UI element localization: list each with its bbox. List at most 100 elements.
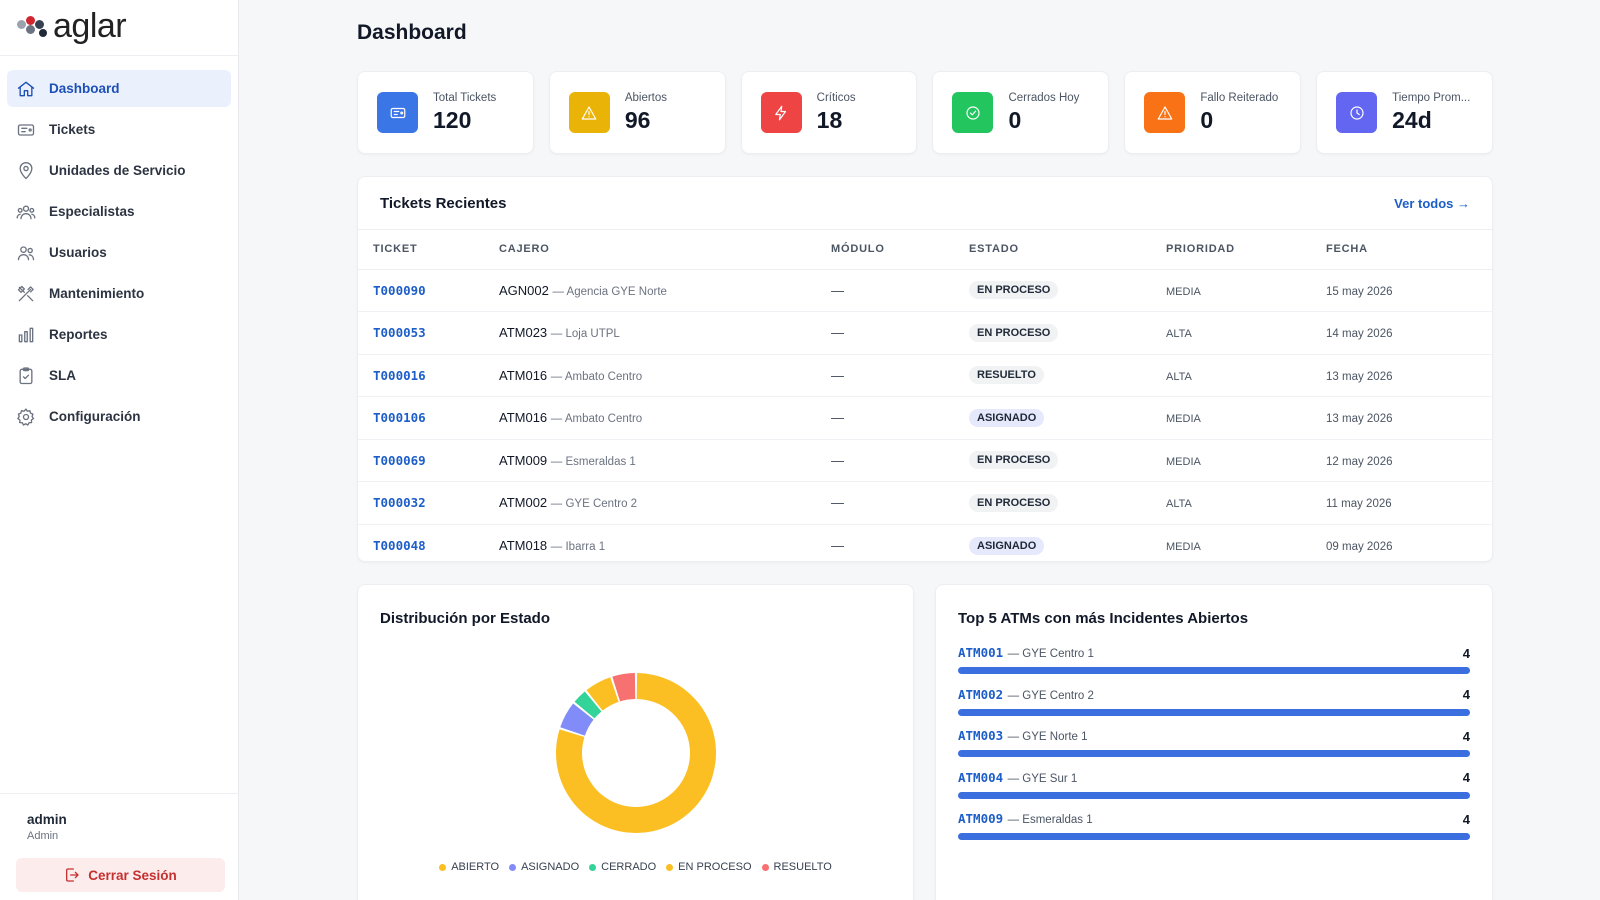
stat-label: Críticos bbox=[816, 91, 856, 104]
incident-bar-track bbox=[958, 708, 1470, 716]
logo[interactable]: aglar bbox=[0, 0, 238, 56]
ticket-id-link[interactable]: T000016 bbox=[373, 367, 426, 383]
atm-code: ATM023 bbox=[499, 325, 548, 341]
table-row[interactable]: T000048 ATM018 — Ibarra 1 — ASIGNADO MED… bbox=[358, 524, 1492, 567]
donut-slice-asignado[interactable] bbox=[560, 703, 594, 736]
stat-card-abiertos: Abiertos 96 bbox=[548, 71, 726, 154]
table-row[interactable]: T000016 ATM016 — Ambato Centro — RESUELT… bbox=[358, 354, 1492, 397]
warning-icon bbox=[1144, 92, 1186, 133]
sidebar-item-tickets[interactable]: Tickets bbox=[7, 111, 231, 148]
donut-slice-abierto[interactable] bbox=[556, 673, 716, 833]
date-text: 14 may 2026 bbox=[1326, 328, 1393, 341]
chart-legend: ABIERTO ASIGNADO CERRADO EN PROCESO RESUELTO bbox=[358, 861, 913, 873]
incident-count: 4 bbox=[1462, 770, 1470, 785]
legend-item[interactable]: RESUELTO bbox=[761, 861, 832, 873]
atm-code-link[interactable]: ATM001 bbox=[958, 645, 1004, 660]
sidebar-item-sla[interactable]: SLA bbox=[7, 357, 231, 394]
atm-code-link[interactable]: ATM009 bbox=[958, 811, 1004, 826]
ticket-cell: T000032 bbox=[358, 481, 499, 525]
top-atm-row: ATM001 — GYE Centro 1 4 bbox=[958, 645, 1470, 681]
atm-code-link[interactable]: ATM002 bbox=[958, 686, 1004, 702]
incident-bar-track bbox=[958, 750, 1470, 757]
table-row[interactable]: T000069 ATM009 — Esmeraldas 1 — EN PROCE… bbox=[358, 439, 1492, 482]
priority-cell: ALTA bbox=[1166, 481, 1326, 525]
logo-mark bbox=[17, 15, 51, 40]
atm-location: — GYE Centro 2 bbox=[1007, 689, 1094, 702]
sidebar-item-label: Especialistas bbox=[49, 204, 135, 219]
top-atm-row: ATM004 — GYE Sur 1 4 bbox=[958, 770, 1470, 806]
ticket-id-link[interactable]: T000106 bbox=[373, 410, 426, 426]
page-title: Dashboard bbox=[357, 21, 467, 44]
sidebar-item-dashboard[interactable]: Dashboard bbox=[7, 70, 231, 107]
top-atm-row: ATM009 — Esmeraldas 1 4 bbox=[958, 811, 1470, 847]
user-box: admin Admin Cerrar Sesión bbox=[0, 793, 239, 900]
atm-code-link[interactable]: ATM004 bbox=[958, 769, 1004, 785]
status-badge: EN PROCESO bbox=[969, 281, 1059, 300]
ticket-id-link[interactable]: T000053 bbox=[373, 325, 426, 341]
stat-label: Tiempo Prom... bbox=[1392, 91, 1471, 104]
legend-swatch bbox=[509, 863, 517, 871]
atm-location: — Ambato Centro bbox=[550, 370, 643, 383]
status-badge: EN PROCESO bbox=[969, 451, 1059, 470]
priority-cell: MEDIA bbox=[1166, 269, 1326, 312]
logout-icon bbox=[66, 868, 79, 882]
logout-button[interactable]: Cerrar Sesión bbox=[16, 858, 225, 892]
atm-cell: ATM023 — Loja UTPL bbox=[499, 311, 831, 355]
ticket-id-link[interactable]: T000069 bbox=[373, 452, 426, 468]
date-text: 13 may 2026 bbox=[1326, 370, 1393, 383]
sidebar-item-usuarios[interactable]: Usuarios bbox=[7, 234, 231, 271]
stat-value: 96 bbox=[624, 106, 651, 133]
see-all-link[interactable]: Ver todos → bbox=[1394, 195, 1470, 211]
priority-text: ALTA bbox=[1166, 498, 1192, 511]
ticket-cell: T000048 bbox=[358, 524, 499, 567]
donut-slice-en-proceso[interactable] bbox=[586, 677, 619, 711]
stat-value: 0 bbox=[1200, 106, 1214, 133]
module-cell: — bbox=[831, 269, 969, 312]
legend-item[interactable]: ASIGNADO bbox=[509, 861, 579, 873]
status-badge: EN PROCESO bbox=[969, 493, 1059, 512]
table-row[interactable]: T000106 ATM016 — Ambato Centro — ASIGNAD… bbox=[358, 396, 1492, 440]
priority-cell: MEDIA bbox=[1166, 439, 1326, 482]
sidebar-item-label: Mantenimiento bbox=[49, 286, 145, 301]
legend-label: ABIERTO bbox=[451, 861, 500, 873]
legend-item[interactable]: EN PROCESO bbox=[666, 861, 752, 873]
sidebar-item-mantenimiento[interactable]: Mantenimiento bbox=[7, 275, 231, 312]
bar-chart-icon bbox=[16, 325, 36, 345]
table-row[interactable]: T000032 ATM002 — GYE Centro 2 — EN PROCE… bbox=[358, 481, 1492, 525]
stat-card-tiempo-prom: Tiempo Prom... 24d bbox=[1316, 71, 1493, 154]
sidebar-item-label: Configuración bbox=[49, 409, 141, 424]
date-text: 13 may 2026 bbox=[1326, 413, 1393, 426]
status-badge: ASIGNADO bbox=[969, 408, 1045, 427]
atm-code: ATM018 bbox=[499, 538, 548, 553]
table-row[interactable]: T000090 AGN002 — Agencia GYE Norte — EN … bbox=[358, 269, 1492, 312]
donut-slice-cerrado[interactable] bbox=[574, 691, 602, 719]
legend-item[interactable]: ABIERTO bbox=[439, 861, 499, 873]
sidebar-item-label: Dashboard bbox=[49, 81, 120, 96]
ticket-id-link[interactable]: T000032 bbox=[373, 495, 426, 511]
sidebar-item-configuraci-n[interactable]: Configuración bbox=[7, 398, 231, 435]
ticket-id-link[interactable]: T000048 bbox=[373, 538, 426, 553]
incident-count: 4 bbox=[1462, 645, 1470, 661]
atm-code-link[interactable]: ATM003 bbox=[958, 728, 1004, 743]
ticket-cell: T000053 bbox=[358, 311, 499, 355]
status-badge: RESUELTO bbox=[969, 366, 1044, 385]
sidebar: aglar Dashboard Tickets Unidades de Serv… bbox=[0, 0, 239, 900]
sidebar-item-unidades-de-servicio[interactable]: Unidades de Servicio bbox=[7, 152, 231, 189]
sidebar-item-reportes[interactable]: Reportes bbox=[7, 316, 231, 353]
logout-label: Cerrar Sesión bbox=[88, 867, 177, 883]
legend-label: ASIGNADO bbox=[521, 861, 580, 873]
ticket-cell: T000090 bbox=[358, 269, 499, 312]
ticket-id-link[interactable]: T000090 bbox=[373, 282, 426, 298]
ticket-cell: T000016 bbox=[358, 354, 499, 397]
recent-tickets-card: Tickets Recientes Ver todos → TICKET CAJE… bbox=[357, 176, 1493, 562]
legend-swatch bbox=[439, 863, 447, 871]
legend-item[interactable]: CERRADO bbox=[589, 861, 656, 873]
date-cell: 13 may 2026 bbox=[1326, 354, 1492, 397]
incident-bar-fill bbox=[958, 708, 1470, 716]
table-row[interactable]: T000053 ATM023 — Loja UTPL — EN PROCESO … bbox=[358, 311, 1492, 355]
donut-slice-resuelto[interactable] bbox=[612, 673, 636, 702]
sidebar-item-especialistas[interactable]: Especialistas bbox=[7, 193, 231, 230]
top-atms-title: Top 5 ATMs con más Incidentes Abiertos bbox=[958, 610, 1249, 627]
priority-text: MEDIA bbox=[1166, 285, 1201, 298]
warning-icon bbox=[568, 92, 610, 133]
